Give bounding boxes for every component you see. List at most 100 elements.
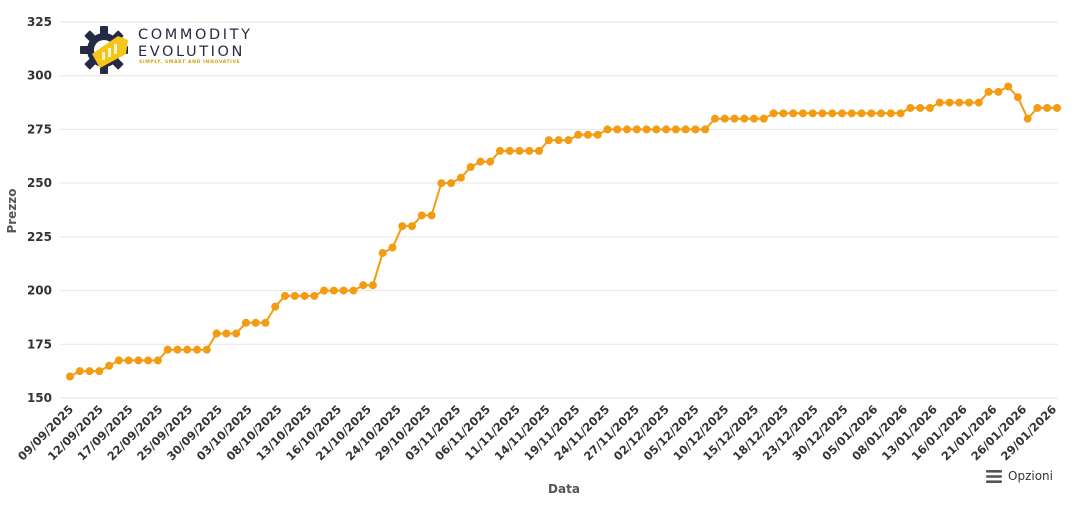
data-point[interactable] — [241, 318, 250, 327]
data-point[interactable] — [1023, 114, 1032, 123]
data-point[interactable] — [769, 109, 778, 118]
data-point[interactable] — [896, 109, 905, 118]
data-point[interactable] — [486, 157, 495, 166]
data-point[interactable] — [759, 114, 768, 123]
data-point[interactable] — [1004, 82, 1013, 91]
data-point[interactable] — [710, 114, 719, 123]
data-point[interactable] — [603, 125, 612, 134]
data-point[interactable] — [388, 243, 397, 252]
data-point[interactable] — [368, 281, 377, 290]
data-point[interactable] — [740, 114, 749, 123]
data-point[interactable] — [212, 329, 221, 338]
data-point[interactable] — [623, 125, 632, 134]
data-point[interactable] — [466, 163, 475, 172]
data-point[interactable] — [114, 356, 123, 365]
data-point[interactable] — [1043, 103, 1052, 112]
data-point[interactable] — [994, 87, 1003, 96]
data-point[interactable] — [955, 98, 964, 107]
data-point[interactable] — [984, 87, 993, 96]
data-point[interactable] — [261, 318, 270, 327]
data-point[interactable] — [808, 109, 817, 118]
data-point[interactable] — [173, 345, 182, 354]
data-point[interactable] — [339, 286, 348, 295]
data-point[interactable] — [495, 146, 504, 155]
data-point[interactable] — [105, 361, 114, 370]
data-point[interactable] — [320, 286, 329, 295]
data-point[interactable] — [965, 98, 974, 107]
data-point[interactable] — [750, 114, 759, 123]
data-point[interactable] — [251, 318, 260, 327]
data-point[interactable] — [574, 130, 583, 139]
data-point[interactable] — [535, 146, 544, 155]
data-point[interactable] — [66, 372, 74, 381]
data-point[interactable] — [476, 157, 485, 166]
data-point[interactable] — [925, 103, 934, 112]
data-point[interactable] — [691, 125, 700, 134]
options-menu-button[interactable]: Opzioni — [986, 469, 1053, 483]
data-point[interactable] — [671, 125, 680, 134]
data-point[interactable] — [456, 173, 465, 182]
data-point[interactable] — [153, 356, 162, 365]
data-point[interactable] — [505, 146, 514, 155]
data-point[interactable] — [681, 125, 690, 134]
data-point[interactable] — [593, 130, 602, 139]
data-point[interactable] — [828, 109, 837, 118]
data-point[interactable] — [280, 291, 289, 300]
data-point[interactable] — [163, 345, 172, 354]
data-point[interactable] — [583, 130, 592, 139]
data-point[interactable] — [232, 329, 241, 338]
data-point[interactable] — [613, 125, 622, 134]
data-point[interactable] — [85, 367, 94, 376]
data-point[interactable] — [75, 367, 84, 376]
data-point[interactable] — [857, 109, 866, 118]
data-point[interactable] — [515, 146, 524, 155]
data-point[interactable] — [642, 125, 651, 134]
data-point[interactable] — [398, 222, 407, 231]
data-point[interactable] — [945, 98, 954, 107]
data-point[interactable] — [310, 291, 319, 300]
data-point[interactable] — [798, 109, 807, 118]
data-point[interactable] — [847, 109, 856, 118]
data-point[interactable] — [544, 136, 553, 145]
data-point[interactable] — [867, 109, 876, 118]
data-point[interactable] — [329, 286, 338, 295]
data-point[interactable] — [408, 222, 417, 231]
data-point[interactable] — [427, 211, 436, 220]
data-point[interactable] — [916, 103, 925, 112]
data-point[interactable] — [447, 179, 456, 188]
data-point[interactable] — [349, 286, 358, 295]
data-point[interactable] — [886, 109, 895, 118]
data-point[interactable] — [662, 125, 671, 134]
data-point[interactable] — [564, 136, 573, 145]
data-point[interactable] — [935, 98, 944, 107]
data-point[interactable] — [437, 179, 446, 188]
data-point[interactable] — [1053, 103, 1061, 112]
data-point[interactable] — [378, 248, 387, 257]
data-point[interactable] — [652, 125, 661, 134]
data-point[interactable] — [95, 367, 104, 376]
data-point[interactable] — [202, 345, 211, 354]
data-point[interactable] — [271, 302, 280, 311]
data-point[interactable] — [183, 345, 192, 354]
data-point[interactable] — [838, 109, 847, 118]
data-point[interactable] — [701, 125, 710, 134]
data-point[interactable] — [720, 114, 729, 123]
data-point[interactable] — [144, 356, 153, 365]
data-point[interactable] — [359, 281, 368, 290]
data-point[interactable] — [134, 356, 143, 365]
data-point[interactable] — [1013, 93, 1022, 102]
data-point[interactable] — [290, 291, 299, 300]
data-point[interactable] — [417, 211, 426, 220]
data-point[interactable] — [300, 291, 309, 300]
data-point[interactable] — [730, 114, 739, 123]
data-point[interactable] — [525, 146, 534, 155]
data-point[interactable] — [222, 329, 231, 338]
data-point[interactable] — [789, 109, 798, 118]
data-point[interactable] — [124, 356, 133, 365]
data-point[interactable] — [193, 345, 202, 354]
data-point[interactable] — [1033, 103, 1042, 112]
data-point[interactable] — [974, 98, 983, 107]
data-point[interactable] — [779, 109, 788, 118]
data-point[interactable] — [632, 125, 641, 134]
data-point[interactable] — [818, 109, 827, 118]
